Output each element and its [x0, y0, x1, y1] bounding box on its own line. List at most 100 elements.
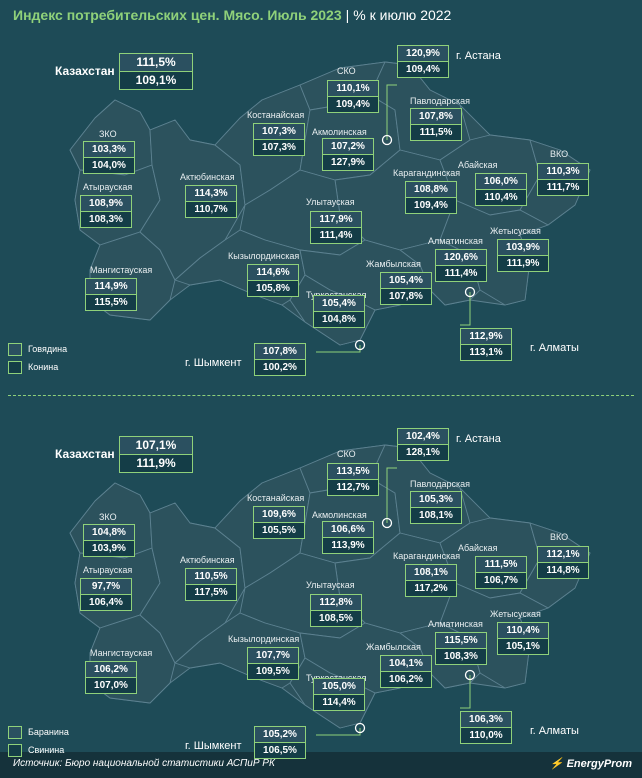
- map2-leader-line-shymkent: [316, 728, 361, 736]
- map1-primary-value: 114,9%: [86, 279, 136, 295]
- map1-region-label-almaty-region: Алматинская: [428, 236, 483, 246]
- map1-primary-value: 114,3%: [186, 186, 236, 202]
- map1-legend-label: Говядина: [28, 343, 68, 354]
- map1-value-box-akmola: 107,2% 127,9%: [322, 138, 374, 171]
- map1-region-label-zko: ЗКО: [99, 129, 117, 139]
- map2-value-box-akmola: 106,6% 113,9%: [322, 521, 374, 554]
- map2-value-box-almaty-region: 115,5% 108,3%: [435, 632, 487, 665]
- map2-city-marker-icon: [381, 517, 393, 529]
- map2-primary-value: 109,6%: [254, 507, 304, 523]
- map1-city-marker-icon: [354, 339, 366, 351]
- map1-primary-value: 114,6%: [248, 265, 298, 281]
- map1-primary-value: 110,1%: [328, 81, 378, 97]
- map1-value-box-abai: 106,0% 110,4%: [475, 173, 527, 206]
- map1-secondary-value: 107,3%: [254, 140, 304, 155]
- map1-secondary-value: 115,5%: [86, 295, 136, 310]
- footer: Источник: Бюро национальной статистики А…: [0, 752, 642, 778]
- map1-secondary-value: 111,4%: [436, 266, 486, 281]
- map2-primary-value: 111,5%: [476, 557, 526, 573]
- map2-city-marker-icon: [464, 669, 476, 681]
- map2-leader-line-almaty-city: [460, 675, 471, 709]
- map2-value-box-abai: 111,5% 106,7%: [475, 556, 527, 589]
- map1-primary-value: 103,9%: [498, 240, 548, 256]
- map1-value-box-zhambyl: 105,4% 107,8%: [380, 272, 432, 305]
- map1-secondary-value: 100,2%: [255, 360, 305, 375]
- map1-value-box-karaganda: 108,8% 109,4%: [405, 181, 457, 214]
- map2-region-label-zhambyl: Жамбылская: [366, 642, 421, 652]
- map2-secondary-value: 106,2%: [381, 672, 431, 687]
- map2-legend-label: Свинина: [28, 744, 65, 755]
- map1-primary-value: 107,2%: [323, 139, 373, 155]
- map1-value-box-pavlodar: 107,8% 111,5%: [410, 108, 462, 141]
- map1-secondary-value: 127,9%: [323, 155, 373, 170]
- map1-primary-value: 105,4%: [381, 273, 431, 289]
- map1-region-label-zhetysu: Жетысуская: [490, 226, 541, 236]
- section-divider: [8, 395, 634, 396]
- map2-region-label-almaty-city: г. Алматы: [530, 725, 579, 737]
- map2-secondary-value: 108,3%: [436, 649, 486, 664]
- map2-value-box-atyrau: 97,7% 106,4%: [80, 578, 132, 611]
- map1-secondary-value: 108,3%: [81, 212, 131, 227]
- map2-secondary-value: 117,2%: [406, 581, 456, 596]
- map1-legend-swatch: [8, 361, 22, 374]
- map2-primary-value: 112,8%: [311, 595, 361, 611]
- map1-value-box-mangystau: 114,9% 115,5%: [85, 278, 137, 311]
- map2-leader-line-astana: [386, 467, 397, 523]
- map2-primary-value: 106,6%: [323, 522, 373, 538]
- map1-secondary-value: 111,4%: [311, 228, 361, 243]
- map1-legend-swatch: [8, 343, 22, 356]
- energyprom-logo: ⚡ EnergyProm: [550, 757, 632, 770]
- map1-value-box-kyzylorda: 114,6% 105,8%: [247, 264, 299, 297]
- map1-value-box-shymkent: 107,8% 100,2%: [254, 343, 306, 376]
- map1-region-label-shymkent: г. Шымкент: [185, 357, 242, 369]
- logo-icon: ⚡: [549, 758, 564, 770]
- map1-region-label-astana: г. Астана: [456, 50, 501, 62]
- map1-primary-value: 120,6%: [436, 250, 486, 266]
- map1-primary-value: 112,9%: [461, 329, 511, 345]
- map1-legend-item: Конина: [8, 361, 58, 374]
- map2-secondary-value: 111,9%: [120, 455, 192, 472]
- map2-primary-value: 112,1%: [538, 547, 588, 563]
- map1-region-label-almaty-city: г. Алматы: [530, 342, 579, 354]
- map2-primary-value: 107,7%: [248, 648, 298, 664]
- map2-primary-value: 110,4%: [498, 623, 548, 639]
- map1-region-label-abai: Абайская: [458, 160, 498, 170]
- map2-value-box-kyzylorda: 107,7% 109,5%: [247, 647, 299, 680]
- map2-primary-value: 105,0%: [314, 679, 364, 695]
- map2-kazakhstan-values: 107,1% 111,9%: [119, 436, 193, 473]
- map1-kazakhstan-values: 111,5% 109,1%: [119, 53, 193, 90]
- map1-secondary-value: 110,4%: [476, 190, 526, 205]
- map2-primary-value: 102,4%: [398, 429, 448, 445]
- map1-secondary-value: 109,4%: [398, 62, 448, 77]
- map2-region-label-ulytau: Улытауская: [306, 580, 355, 590]
- map2-secondary-value: 117,5%: [186, 585, 236, 600]
- map2-region-label-kyzylorda: Кызылординская: [228, 634, 300, 644]
- map1-region-label-akmola: Акмолинская: [312, 127, 367, 137]
- map1-city-marker-icon: [464, 286, 476, 298]
- map1-primary-value: 111,5%: [120, 54, 192, 72]
- map1-value-box-zko: 103,3% 104,0%: [83, 141, 135, 174]
- map2-secondary-value: 108,1%: [411, 508, 461, 523]
- map2-secondary-value: 113,9%: [323, 538, 373, 553]
- map1-secondary-value: 104,0%: [84, 158, 134, 173]
- title-separator: |: [345, 7, 350, 23]
- map1-leader-line-almaty-city: [460, 292, 471, 326]
- map1-primary-value: 110,3%: [538, 164, 588, 180]
- map2-value-box-shymkent: 105,2% 106,5%: [254, 726, 306, 759]
- map2-region-label-vko: ВКО: [550, 532, 569, 542]
- map2-value-box-zhambyl: 104,1% 106,2%: [380, 655, 432, 688]
- map2-legend-item: Баранина: [8, 726, 69, 739]
- map2-secondary-value: 128,1%: [398, 445, 448, 460]
- logo-text: EnergyProm: [566, 758, 632, 770]
- map2-value-box-zhetysu: 110,4% 105,1%: [497, 622, 549, 655]
- map1-primary-value: 108,9%: [81, 196, 131, 212]
- map2-region-label-mangystau: Мангистауская: [90, 648, 153, 658]
- map2-primary-value: 110,5%: [186, 569, 236, 585]
- map2-value-box-aktobe: 110,5% 117,5%: [185, 568, 237, 601]
- map2-secondary-value: 110,0%: [461, 728, 511, 743]
- map2-secondary-value: 114,4%: [314, 695, 364, 710]
- map2-secondary-value: 105,1%: [498, 639, 548, 654]
- map2-region-label-kostanay: Костанайская: [247, 493, 305, 503]
- map2-region-label-atyrau: Атырауская: [83, 565, 133, 575]
- map2-region-label-karaganda: Карагандинская: [393, 551, 461, 561]
